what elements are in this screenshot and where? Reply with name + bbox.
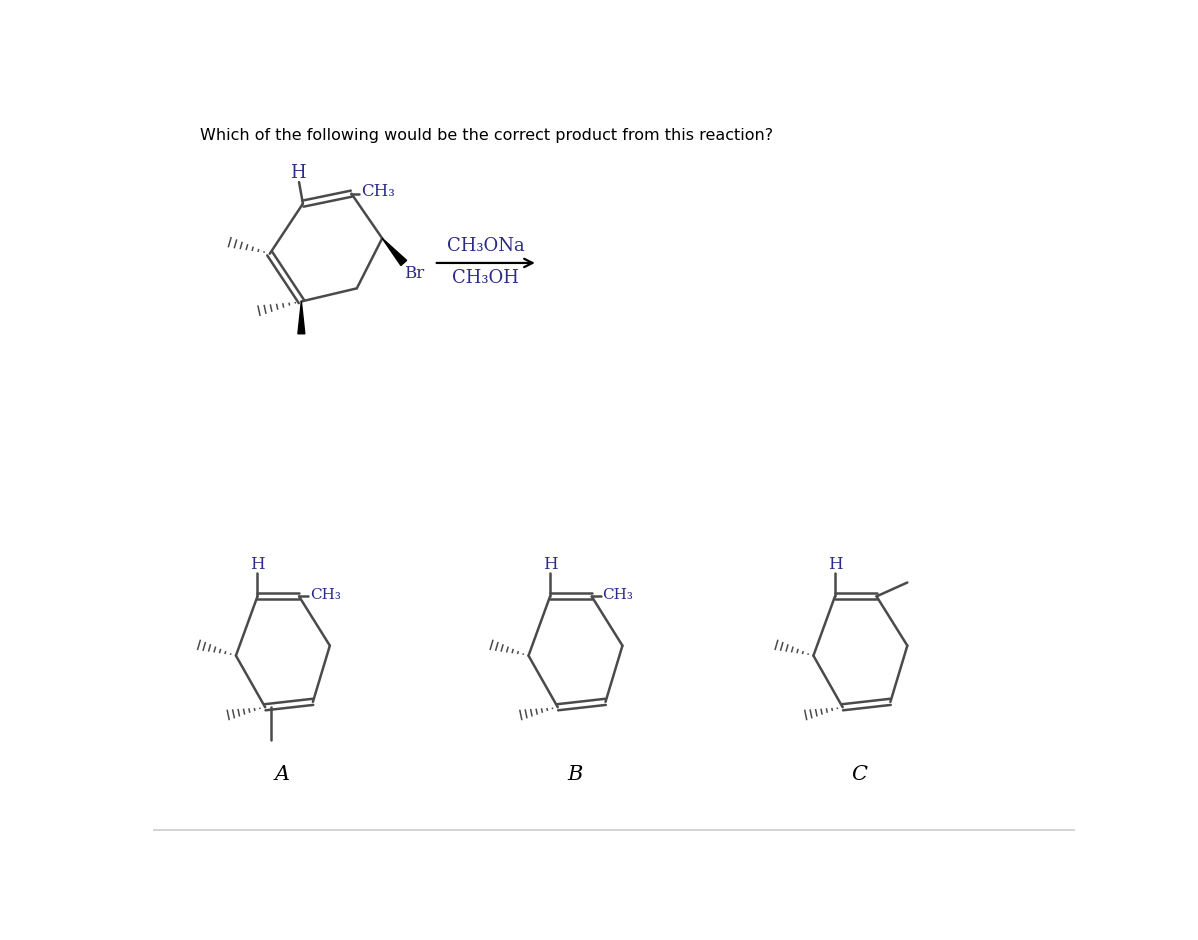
Text: H: H [290, 164, 305, 181]
Text: B: B [567, 765, 582, 785]
Text: Which of the following would be the correct product from this reaction?: Which of the following would be the corr… [200, 129, 774, 144]
Text: CH₃ONa: CH₃ONa [447, 237, 525, 255]
Text: H: H [250, 556, 265, 572]
Text: CH₃: CH₃ [361, 183, 394, 200]
Text: CH₃: CH₃ [310, 588, 340, 602]
Text: Br: Br [404, 265, 424, 282]
Text: A: A [274, 765, 290, 785]
Text: C: C [852, 765, 867, 785]
Text: CH₃OH: CH₃OH [452, 270, 519, 288]
Polygon shape [382, 239, 406, 265]
Text: CH₃: CH₃ [603, 588, 634, 602]
Text: H: H [828, 556, 842, 572]
Text: H: H [543, 556, 557, 572]
Polygon shape [298, 302, 304, 334]
